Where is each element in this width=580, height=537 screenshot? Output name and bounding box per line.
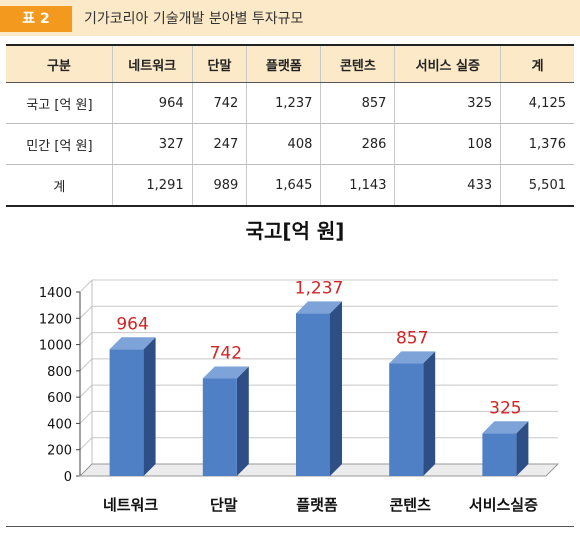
chart-container: 국고[억 원] 0 200 400 600 800 1000 1200 1400 964 네트워… [6,208,574,532]
data-label: 742 [210,343,242,363]
row-label: 계 [6,164,113,207]
table-row: 민간 [억 원] 327 247 408 286 108 1,376 [6,123,574,165]
header-content: 콘텐츠 [320,44,395,83]
table-cell: 433 [394,164,501,207]
table-cell: 325 [394,82,501,124]
table-cell: 327 [111,123,193,165]
data-label: 325 [489,398,521,418]
gridline-side [79,305,93,319]
y-tick-label: 1400 [39,286,72,301]
table-cell: 408 [246,123,321,165]
chart-bottom-border [6,526,574,527]
table-cell: 989 [191,164,247,207]
bar-front-face [109,349,144,476]
bar-front-face [482,433,517,476]
bar-top-face [109,337,156,350]
data-label: 964 [116,314,148,334]
table-header-row: 구분 네트워크 단말 플랫폼 콘텐츠 서비스 실증 계 [6,44,574,83]
gridline-side [79,358,93,372]
bar-front-face [389,363,424,476]
gridline-side [79,437,93,451]
bar-top-face [296,301,342,314]
bar-side-face [516,421,529,476]
table-number-badge: 표 2 [0,6,72,32]
table-row-total: 계 1,291 989 1,645 1,143 433 5,501 [6,164,574,207]
table-cell: 1,143 [320,164,395,207]
y-tick-label: 0 [64,470,72,485]
x-category-label: 콘텐츠 [389,496,431,514]
header-platform: 플랫폼 [246,44,321,83]
table-row: 국고 [억 원] 964 742 1,237 857 325 4,125 [6,82,574,124]
bar-side-face [423,351,436,476]
header-total: 계 [500,44,574,83]
gridline-side [79,332,93,345]
table-cell: 1,376 [500,123,574,165]
table-cell: 5,501 [500,164,574,207]
table-cell: 247 [191,123,247,165]
table-cell: 1,237 [246,82,321,124]
gridline-side [79,411,93,424]
x-category-label: 플랫폼 [296,496,338,514]
table-cell: 857 [320,82,395,124]
chart-title: 국고[억 원] [246,219,345,243]
investment-table: 구분 네트워크 단말 플랫폼 콘텐츠 서비스 실증 계 국고 [억 원] 964… [6,44,574,207]
gridline-side [79,279,93,293]
table-cell: 1,291 [111,164,193,207]
header-service-demo: 서비스 실증 [394,44,501,83]
bar-top-face [482,421,529,434]
y-tick-label: 400 [47,417,72,432]
y-tick-label: 1200 [39,312,72,327]
bar-chart: 국고[억 원] 0 200 400 600 800 1000 1200 1400 964 네트워… [39,219,560,514]
bar-4 [389,351,436,476]
bar-1 [109,337,156,476]
table-cell: 286 [320,123,395,165]
caption-bar: 표 2 기가코리아 기술개발 분야별 투자규모 [0,0,580,36]
x-category-label: 단말 [210,496,238,514]
row-label: 국고 [억 원] [6,82,113,124]
bar-side-face [330,301,342,476]
bar-top-face [389,351,436,364]
y-tick-label: 600 [47,391,72,406]
gridline-side [79,384,93,398]
bar-2 [202,366,249,476]
data-label: 857 [396,328,428,348]
y-tick-label: 200 [47,444,72,459]
table-cell: 742 [191,82,247,124]
bar-front-face [202,378,237,476]
bar-side-face [236,366,249,476]
bar-front-face [296,313,330,476]
table-cell: 4,125 [500,82,574,124]
x-category-label: 네트워크 [103,496,158,514]
table-title: 기가코리아 기술개발 분야별 투자규모 [84,11,304,27]
bar-side-face [143,337,156,476]
x-category-label: 서비스실증 [469,496,538,514]
table-cell: 1,645 [246,164,321,207]
bar-3 [296,301,342,476]
bar-5 [482,421,529,476]
data-label: 1,237 [295,278,344,298]
header-device: 단말 [191,44,247,83]
header-network: 네트워크 [111,44,193,83]
table-cell: 108 [394,123,501,165]
bar-top-face [202,366,249,379]
table-cell: 964 [111,82,193,124]
header-category: 구분 [6,44,113,83]
y-tick-label: 800 [47,365,72,380]
y-tick-label: 1000 [39,339,72,354]
row-label: 민간 [억 원] [6,123,113,165]
